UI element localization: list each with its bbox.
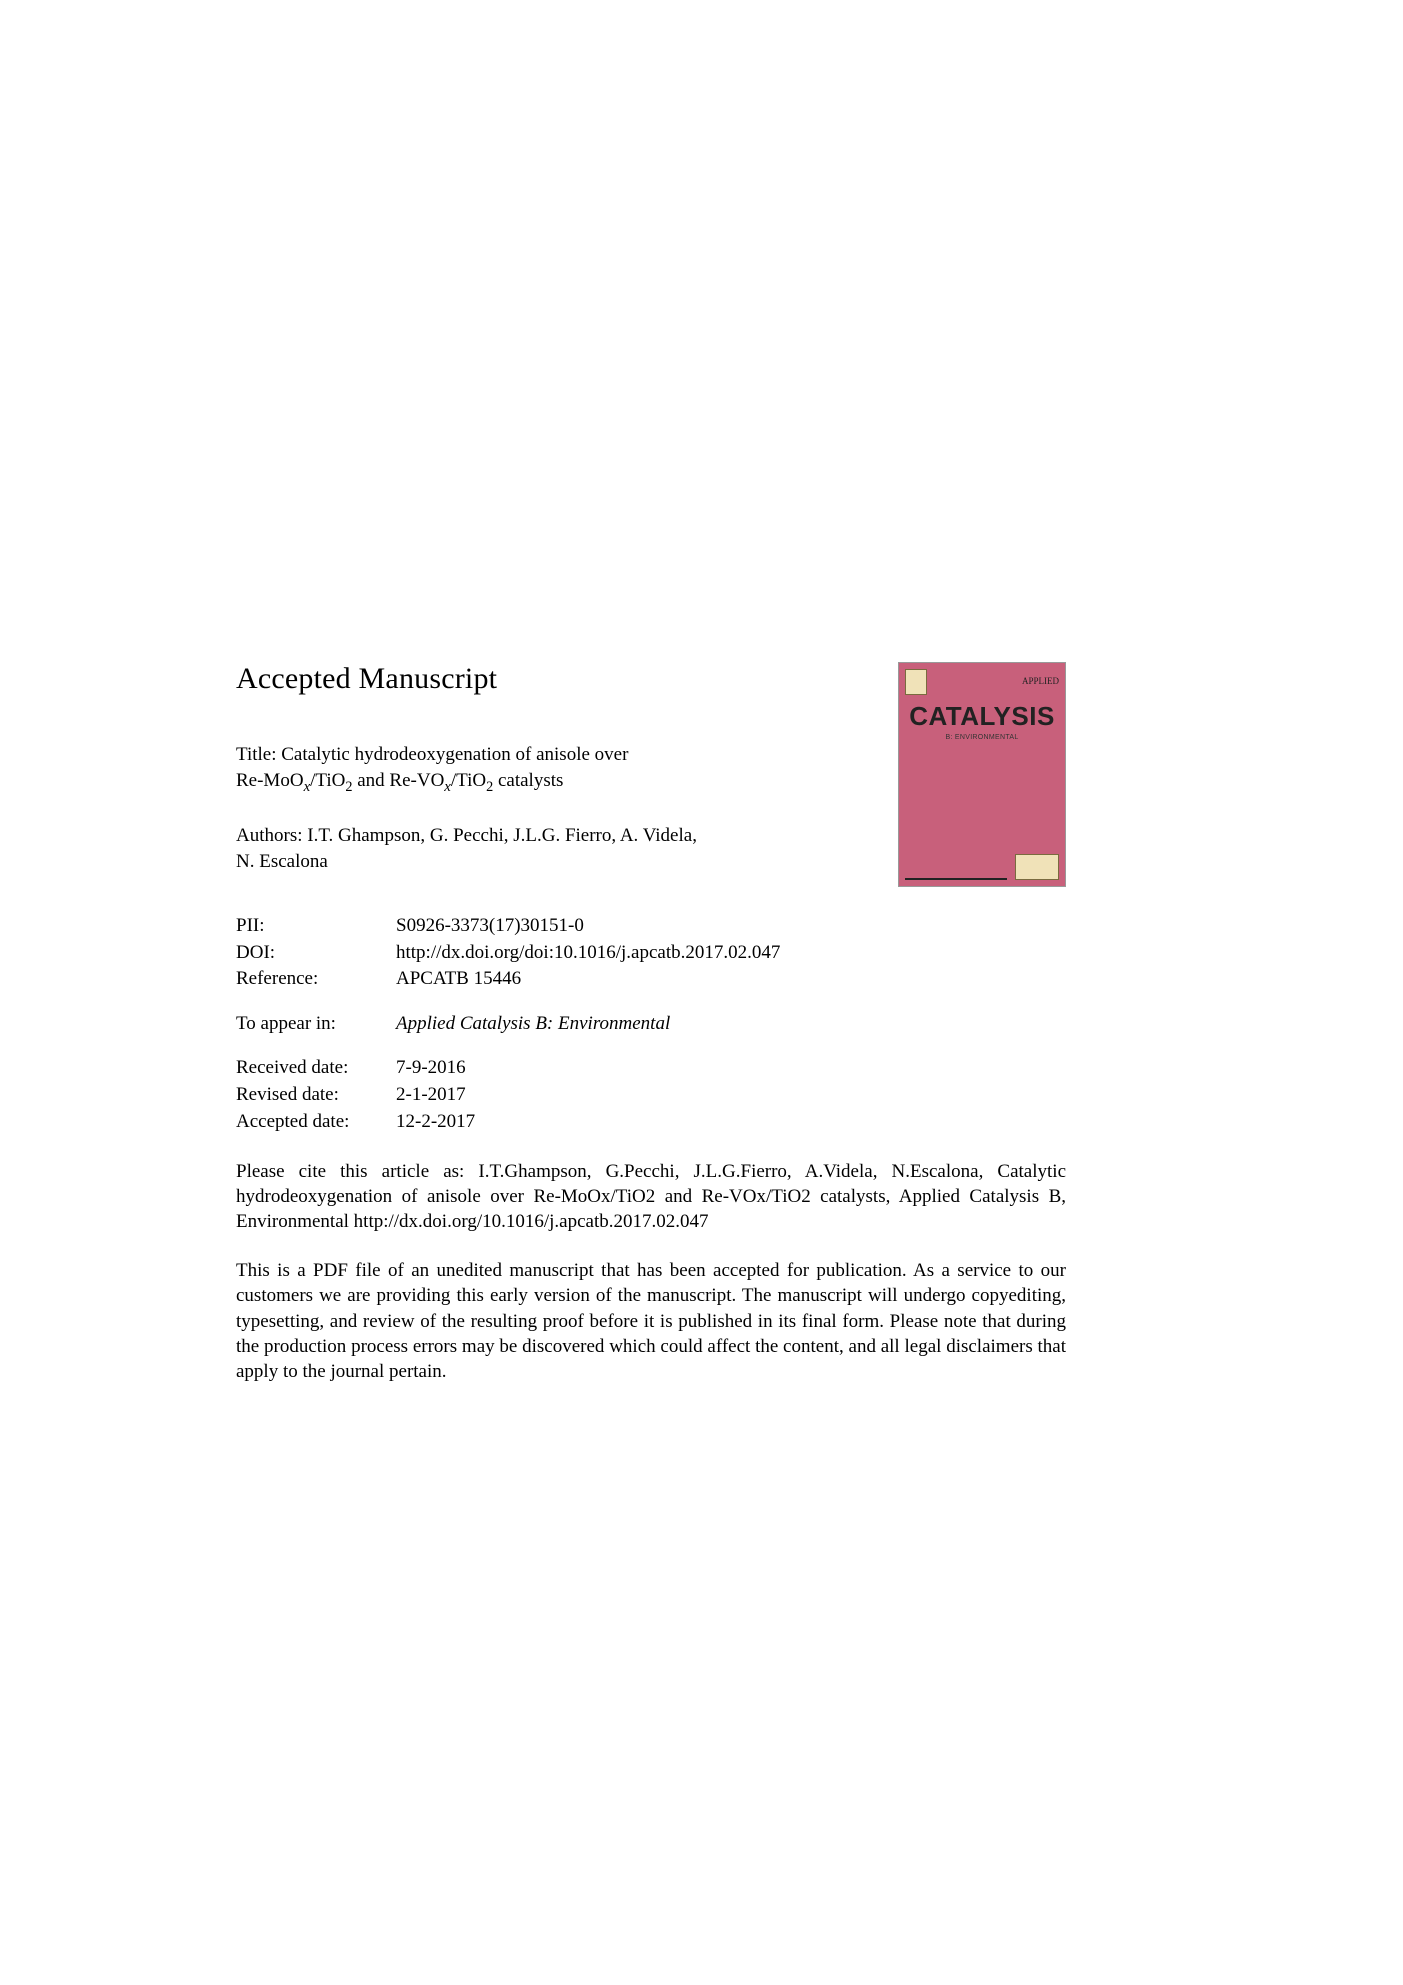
meta-row-accepted: Accepted date: 12-2-2017 [236,1109,1066,1136]
authors-line1: I.T. Ghampson, G. Pecchi, J.L.G. Fierro,… [307,825,697,846]
title-line2-d: /TiO [451,770,486,791]
pii-value: S0926-3373(17)30151-0 [396,913,1066,940]
authors-block: Authors: I.T. Ghampson, G. Pecchi, J.L.G… [236,823,856,874]
page-heading: Accepted Manuscript [236,662,856,696]
reference-value: APCATB 15446 [396,966,1066,993]
accepted-label: Accepted date: [236,1109,396,1136]
doi-label: DOI: [236,940,396,967]
disclaimer-paragraph: This is a PDF file of an unedited manusc… [236,1258,1066,1383]
citation-paragraph: Please cite this article as: I.T.Ghampso… [236,1159,1066,1234]
meta-row-revised: Revised date: 2-1-2017 [236,1082,1066,1109]
header-left-column: Accepted Manuscript Title: Catalytic hyd… [236,662,856,875]
cover-applied-label: APPLIED [933,677,1059,686]
cover-sub-label: B: ENVIRONMENTAL [905,734,1059,741]
meta-row-reference: Reference: APCATB 15446 [236,966,1066,993]
cover-bottom-row [905,854,1059,880]
cover-logo-icon [905,669,927,695]
revised-label: Revised date: [236,1082,396,1109]
meta-row-to-appear: To appear in: Applied Catalysis B: Envir… [236,1011,1066,1038]
title-line2-c: and Re-VO [352,770,444,791]
metadata-table: PII: S0926-3373(17)30151-0 DOI: http://d… [236,913,1066,1135]
subscript-x: x [444,778,451,794]
revised-value: 2-1-2017 [396,1082,1066,1109]
meta-row-received: Received date: 7-9-2016 [236,1055,1066,1082]
received-label: Received date: [236,1055,396,1082]
doi-value[interactable]: http://dx.doi.org/doi:10.1016/j.apcatb.2… [396,940,1066,967]
accepted-manuscript-page: Accepted Manuscript Title: Catalytic hyd… [236,662,1066,1384]
header-row: Accepted Manuscript Title: Catalytic hyd… [236,662,1066,887]
title-line2-e: catalysts [493,770,563,791]
to-appear-label: To appear in: [236,1011,396,1038]
authors-line2: N. Escalona [236,851,328,872]
reference-label: Reference: [236,966,396,993]
journal-cover-thumbnail: APPLIED CATALYSIS B: ENVIRONMENTAL [898,662,1066,887]
cover-top-row: APPLIED [905,669,1059,695]
title-line2-b: /TiO [310,770,345,791]
title-block: Title: Catalytic hydrodeoxygenation of a… [236,742,856,797]
title-line1: Catalytic hydrodeoxygenation of anisole … [281,744,628,765]
title-prefix: Title: [236,744,281,765]
cover-publisher-icon [1015,854,1059,880]
cover-catalysis-label: CATALYSIS [905,701,1059,732]
received-value: 7-9-2016 [396,1055,1066,1082]
to-appear-value: Applied Catalysis B: Environmental [396,1011,1066,1038]
cover-bar [905,872,1007,880]
meta-row-pii: PII: S0926-3373(17)30151-0 [236,913,1066,940]
pii-label: PII: [236,913,396,940]
authors-prefix: Authors: [236,825,307,846]
meta-row-doi: DOI: http://dx.doi.org/doi:10.1016/j.apc… [236,940,1066,967]
accepted-value: 12-2-2017 [396,1109,1066,1136]
title-line2-a: Re-MoO [236,770,304,791]
